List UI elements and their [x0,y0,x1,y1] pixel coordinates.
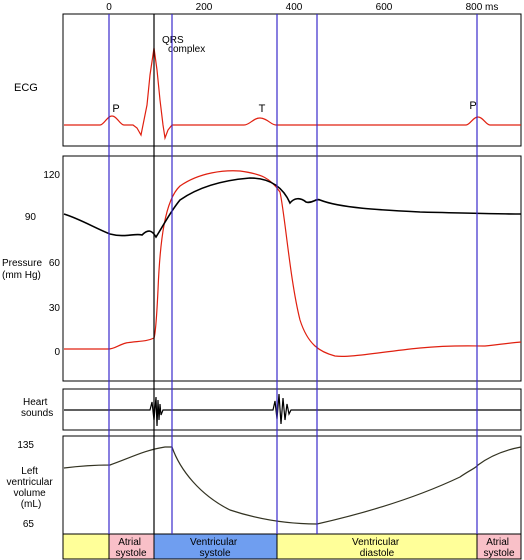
volume-tick-135: 135 [17,440,34,451]
volume-label-line-3: volume [13,488,46,499]
phase-label-ventricular-systole-line-1: Ventricular [190,537,238,548]
heart-sounds-label-line-1: Heart [23,397,48,408]
phase-label-atrial-systole-1: Atrial systole [115,537,147,559]
volume-label: Left ventricular volume (mL) [7,466,56,510]
ecg-wave-p-1: P [112,103,119,115]
volume-tick-65: 65 [23,519,35,530]
phase-segment-ventricular-diastole [276,533,478,560]
phase-label-ventricular-systole-line-2: systole [199,548,231,559]
volume-label-line-4: (mL) [21,499,42,510]
phase-label-ventricular-diastole-line-2: diastole [360,548,395,559]
pressure-tick-120: 120 [43,170,60,181]
qrs-label: QRS complex [162,35,205,55]
time-label-400: 400 [286,2,303,13]
pressure-tick-0: 0 [54,347,60,358]
phase-label-atrial-systole-2: Atrial systole [483,537,515,559]
pressure-tick-60: 60 [49,258,61,269]
qrs-label-line-1: QRS [162,35,184,46]
phase-bar: Atrial systole Ventricular systole Ventr… [62,533,522,560]
volume-panel: Left ventricular volume (mL) 135 65 [7,435,522,535]
time-label-600: 600 [376,2,393,13]
event-lines [108,14,478,534]
aortic-pressure-trace [63,177,522,239]
phase-segment-atrial-systole-2 [476,533,522,560]
pressure-tick-30: 30 [49,303,61,314]
time-label-200: 200 [196,2,213,13]
phase-label-atrial-systole-1-line-1: Atrial [118,537,141,548]
pressure-panel: Pressure (mm Hg) 120 90 60 30 0 [2,155,522,382]
ecg-wave-p-2: P [469,100,476,112]
heart-sounds-label-line-2: sounds [21,408,53,419]
volume-label-line-1: Left [21,466,38,477]
pressure-label: Pressure (mm Hg) [2,258,45,281]
heart-sounds-trace [64,393,521,427]
time-label-800: 800 ms [466,2,499,13]
pressure-label-line-2: (mm Hg) [2,270,41,281]
phase-label-ventricular-systole: Ventricular systole [190,537,240,559]
pressure-label-line-1: Pressure [2,258,42,269]
ecg-panel: ECG P T P QRS complex [14,13,522,147]
heart-sounds-label: Heart sounds [21,397,53,419]
volume-label-line-2: ventricular [7,477,54,488]
volume-trace [63,446,522,525]
phase-label-atrial-systole-2-line-1: Atrial [486,537,509,548]
ecg-wave-t: T [259,103,266,115]
phase-label-atrial-systole-2-line-2: systole [483,548,515,559]
phase-label-ventricular-diastole: Ventricular diastole [352,537,402,559]
heart-sounds-panel: Heart sounds [21,388,522,431]
phase-segment-ventricular-systole [153,533,278,560]
phase-label-ventricular-diastole-line-1: Ventricular [352,537,400,548]
phase-label-atrial-systole-1-line-2: systole [115,548,147,559]
ecg-label: ECG [14,82,38,94]
time-label-0: 0 [106,2,112,13]
qrs-label-line-2: complex [168,44,205,55]
phase-segment-diastole-start [62,533,110,560]
pressure-tick-90: 90 [25,212,37,223]
